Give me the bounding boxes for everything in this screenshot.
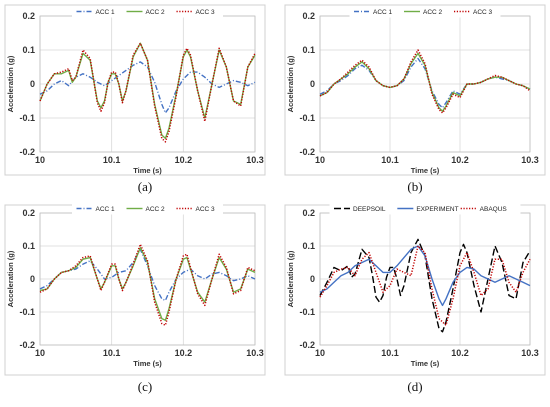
panel-label-d: (d) [407, 379, 423, 394]
panel-label-c: (c) [137, 379, 153, 394]
x-tick-label: 10.1 [103, 155, 121, 165]
x-axis-label: Time (s) [411, 166, 440, 175]
legend-label: ACC 3 [196, 9, 216, 16]
y-axis-label: Acceleration (g) [286, 55, 295, 112]
panel-label-a: (a) [137, 179, 153, 194]
y-tick-label: -0.1 [299, 307, 315, 317]
legend-label: ACC 1 [96, 9, 116, 16]
chart-panel-d: 0.2 0.1 0 -0.1 -0.210 10.1 10.2 10.3 Time (s) Acc… [284, 202, 546, 376]
x-tick-label: 10 [315, 348, 325, 358]
y-tick-label: 0.1 [302, 45, 315, 55]
x-axis-label: Time (s) [411, 359, 440, 368]
y-tick-label: 0 [30, 274, 35, 284]
legend-label: ACC 1 [373, 9, 393, 16]
y-tick-label: 0 [310, 274, 315, 284]
legend-box [329, 202, 521, 215]
x-tick-label: 10 [35, 155, 45, 165]
x-tick-label: 10.3 [246, 155, 264, 165]
legend-label: ACC 2 [146, 9, 166, 16]
y-tick-label: -0.2 [299, 340, 315, 350]
x-tick-label: 10.2 [175, 348, 193, 358]
x-tick-label: 10.3 [521, 155, 539, 165]
panel-frame-c [4, 204, 266, 376]
x-tick-label: 10.3 [521, 348, 539, 358]
series-line-acc-3 [319, 49, 531, 114]
x-tick-label: 10.1 [103, 348, 121, 358]
legend-box [72, 5, 223, 18]
x-tick-label: 10.3 [246, 348, 264, 358]
series-line-acc-3 [39, 243, 256, 326]
y-tick-label: -0.1 [19, 307, 35, 317]
x-tick-label: 10.1 [381, 155, 399, 165]
y-axis-label: Acceleration (g) [286, 250, 295, 307]
legend-label: ABAQUS [480, 206, 508, 213]
legend-label: EXPERIMENT [416, 206, 458, 213]
legend-label: ACC 3 [196, 206, 216, 213]
y-tick-label: 0 [310, 79, 315, 89]
x-tick-label: 10.1 [381, 348, 399, 358]
chart-panel-c: 0.2 0.1 0 -0.1 -0.210 10.1 10.2 10.3 Time (s) Acc… [4, 202, 266, 376]
legend-label: DEEPSOIL [353, 206, 386, 213]
y-tick-label: 0 [30, 79, 35, 89]
y-tick-label: 0.2 [22, 208, 35, 218]
legend-label: ACC 2 [423, 9, 443, 16]
panel-frame-b [284, 4, 546, 176]
y-tick-label: 0.2 [302, 208, 315, 218]
legend-label: ACC 2 [146, 206, 166, 213]
chart-panel-a: 0.2 0.1 0 -0.1 -0.210 10.1 10.2 10.3 Time (s) Acc… [4, 4, 266, 176]
series-line-acc-3 [39, 42, 256, 143]
panel-label-b: (b) [407, 179, 423, 194]
x-tick-label: 10.2 [451, 348, 469, 358]
y-tick-label: -0.1 [19, 113, 35, 123]
y-tick-label: 0.2 [302, 11, 315, 21]
y-tick-label: 0.1 [22, 45, 35, 55]
y-axis-label: Acceleration (g) [6, 55, 15, 112]
y-tick-label: -0.2 [299, 147, 315, 157]
x-tick-label: 10.2 [451, 155, 469, 165]
series-line-deepsoil [319, 238, 531, 333]
series-line-acc-1 [39, 248, 256, 302]
x-axis-label: Time (s) [133, 166, 162, 175]
panel-frame-a [4, 4, 266, 176]
y-tick-label: 0.1 [302, 241, 315, 251]
series-line-acc-1 [39, 61, 256, 114]
y-axis-label: Acceleration (g) [6, 250, 15, 307]
x-axis-label: Time (s) [133, 359, 162, 368]
x-tick-label: 10 [35, 348, 45, 358]
legend-label: ACC 1 [96, 206, 116, 213]
legend-label: ACC 3 [473, 9, 493, 16]
x-tick-label: 10.2 [175, 155, 193, 165]
chart-panel-b: 0.2 0.1 0 -0.1 -0.210 10.1 10.2 10.3 Time (s) Acc… [284, 4, 546, 176]
y-tick-label: 0.2 [22, 11, 35, 21]
legend-box [72, 202, 223, 215]
x-tick-label: 10 [315, 155, 325, 165]
y-tick-label: -0.2 [19, 340, 35, 350]
panel-frame-d [284, 204, 546, 376]
y-tick-label: -0.2 [19, 147, 35, 157]
y-tick-label: -0.1 [299, 113, 315, 123]
y-tick-label: 0.1 [22, 241, 35, 251]
legend-box [349, 5, 501, 18]
series-line-abaqus [319, 245, 531, 326]
